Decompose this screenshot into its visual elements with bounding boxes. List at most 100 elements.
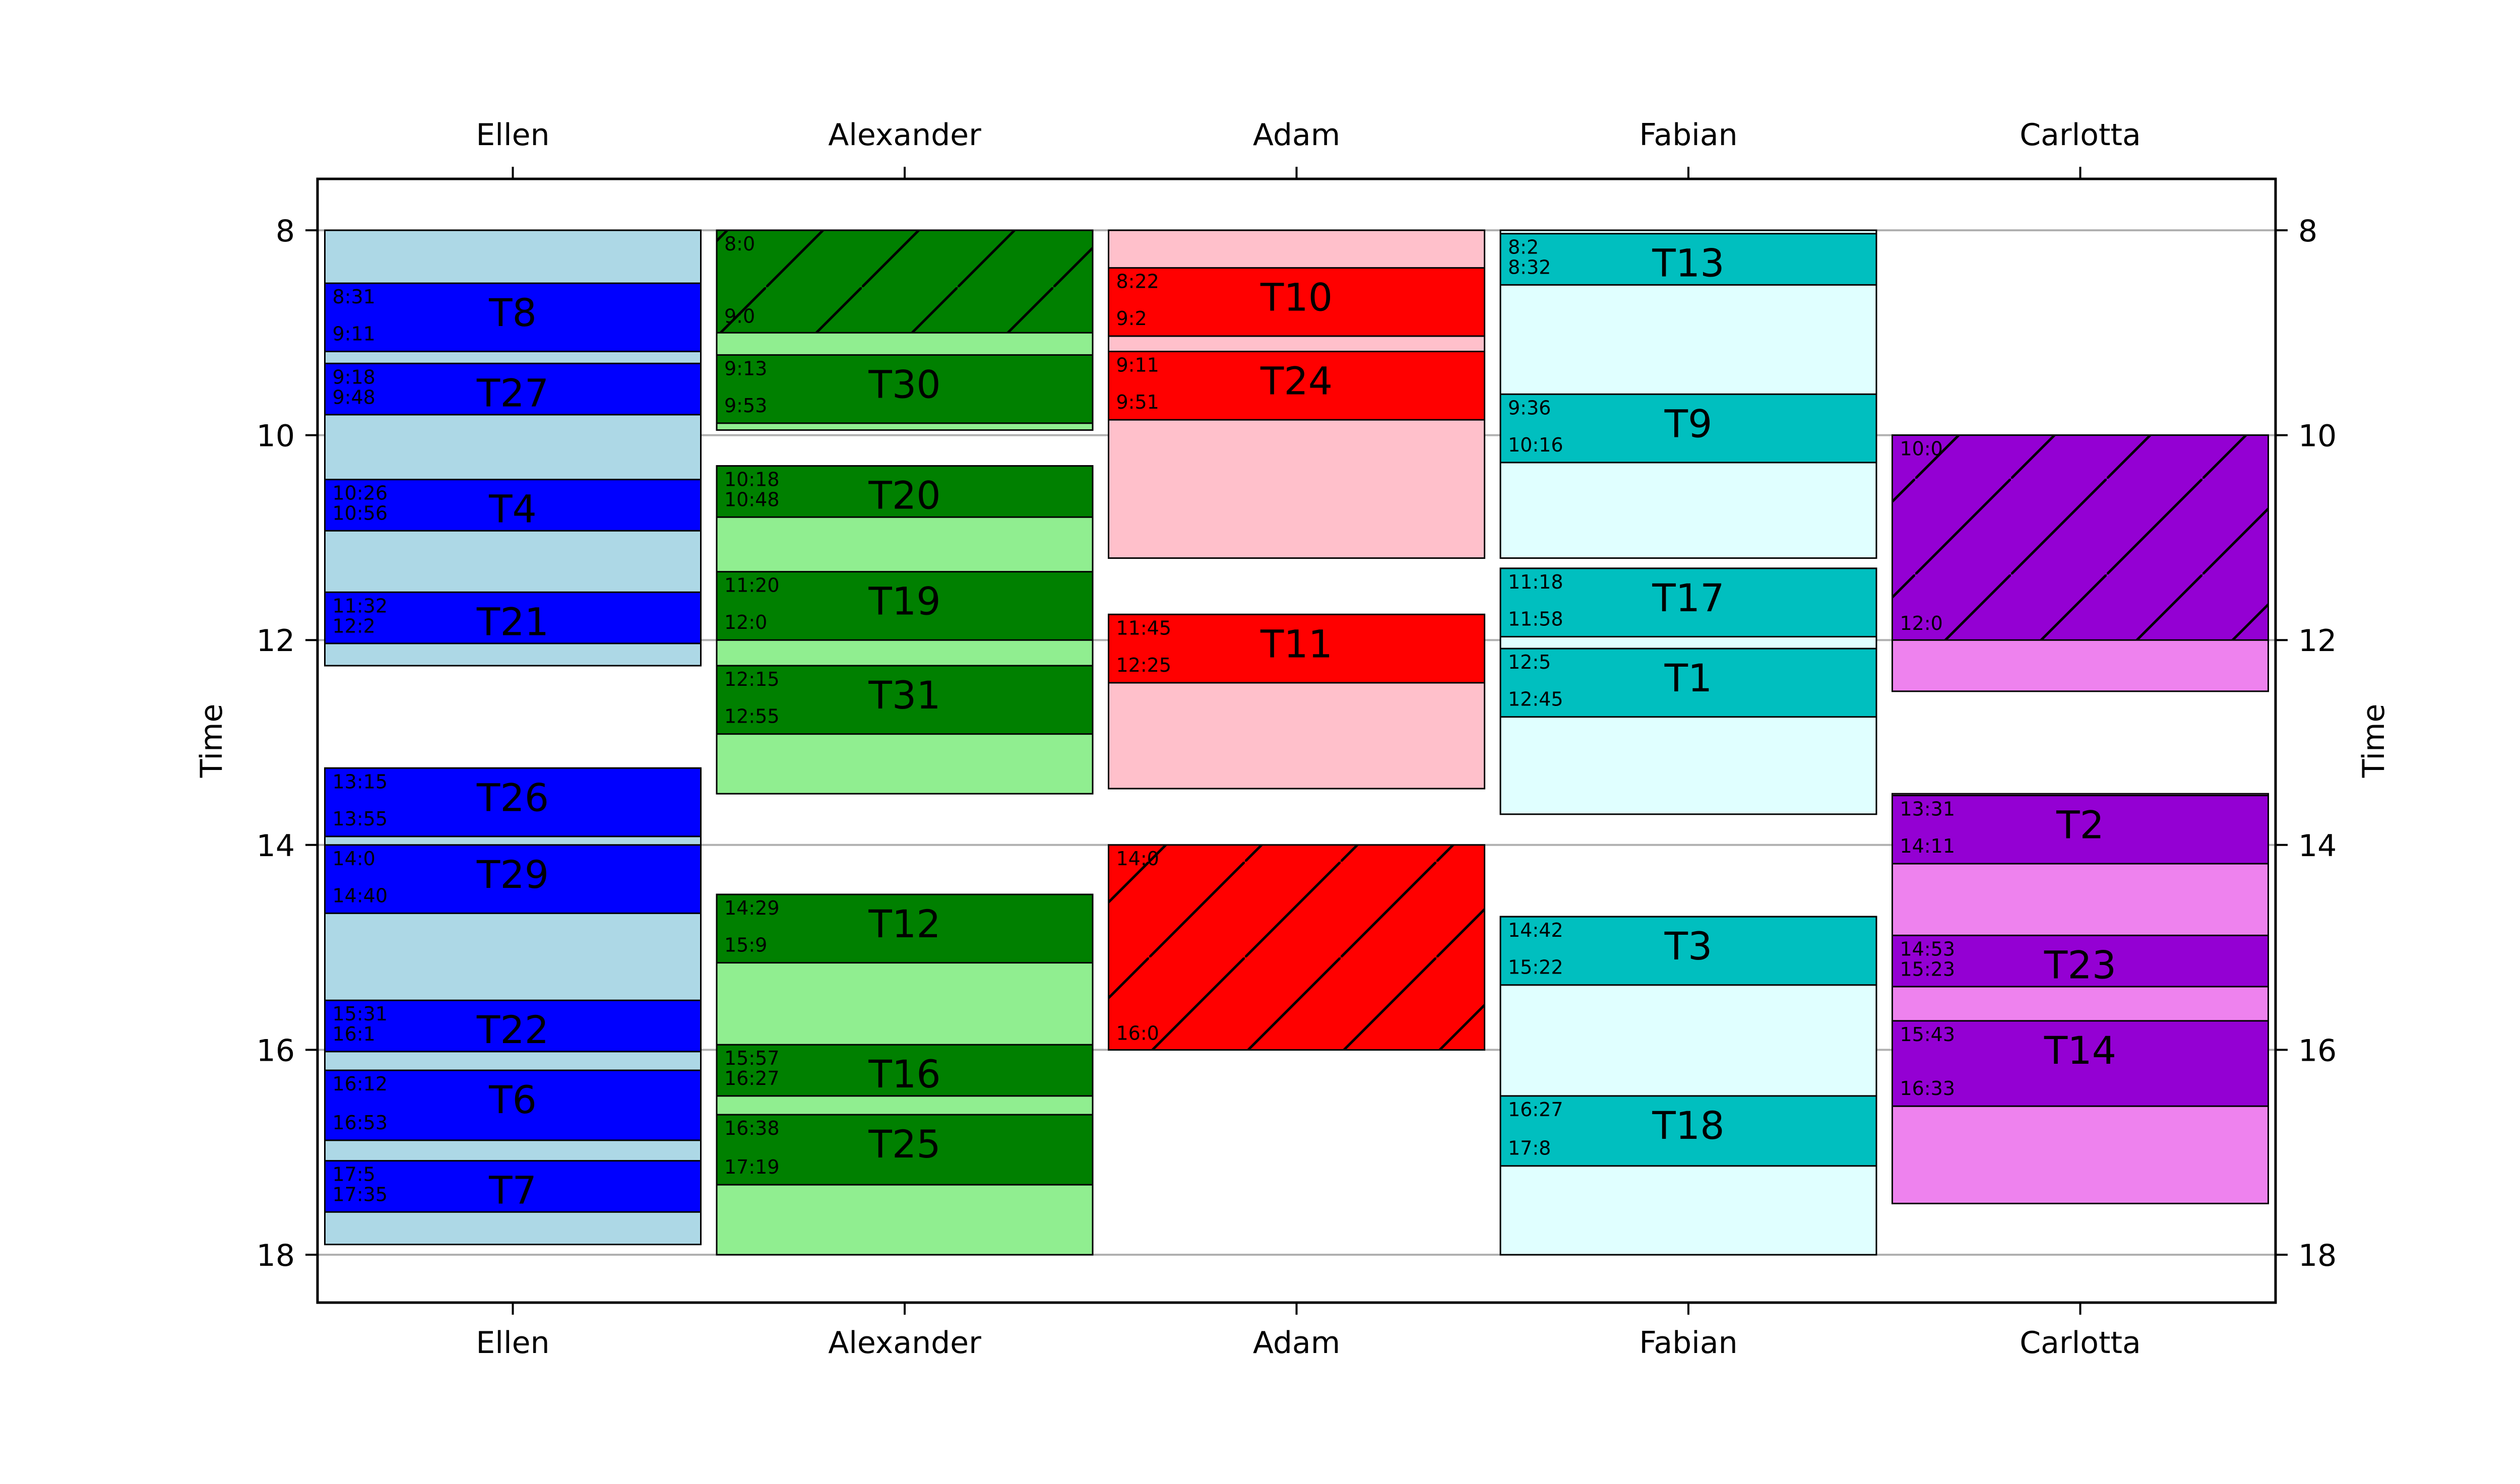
task-start-time: 10:26 <box>333 482 388 504</box>
task-start-time: 14:42 <box>1508 919 1563 941</box>
task-end-time: 12:45 <box>1508 688 1563 711</box>
task-start-time: 11:32 <box>333 595 388 617</box>
task-start-time: 15:57 <box>724 1047 780 1069</box>
task-bar <box>1108 267 1485 337</box>
task-end-time: 11:58 <box>1508 608 1563 630</box>
task-label: T7 <box>488 1168 537 1213</box>
y-tick-label-right: 14 <box>2298 828 2337 864</box>
task-bar <box>324 1160 702 1213</box>
task-bar <box>1108 613 1485 684</box>
task-start-time: 16:38 <box>724 1117 780 1139</box>
category-label-bottom: Alexander <box>828 1325 981 1361</box>
task-bar <box>324 479 702 532</box>
task-label: T25 <box>868 1122 940 1167</box>
task-label: T9 <box>1664 401 1713 446</box>
y-tick-label-left: 14 <box>257 828 295 864</box>
task-label: T4 <box>488 487 537 532</box>
task-start-time: 10:18 <box>724 469 780 491</box>
task-end-time: 10:48 <box>724 489 780 511</box>
task-start-time: 13:31 <box>1900 798 1956 820</box>
task-end-time: 16:27 <box>724 1067 780 1089</box>
blocked-hatch <box>1108 845 1485 1050</box>
task-start-time: 8:2 <box>1508 236 1539 259</box>
task-label: T29 <box>476 852 549 897</box>
task-bar <box>1892 795 2269 865</box>
task-label: T11 <box>1260 621 1333 666</box>
task-end-time: 10:56 <box>333 502 388 525</box>
task-start-time: 8:22 <box>1116 271 1159 293</box>
task-label: T24 <box>1260 359 1333 404</box>
task-start-time: 14:0 <box>333 848 375 870</box>
blocked-start-time: 10:0 <box>1900 438 1943 460</box>
task-label: T16 <box>868 1052 940 1096</box>
axis-ticks: 8 8 10 10 12 12 14 14 16 16 18 18 Ellen Ellen Alexande… <box>257 117 2337 1361</box>
y-axis-label-left: Time <box>194 704 229 779</box>
task-start-time: 15:31 <box>333 1003 388 1025</box>
task-end-time: 10:16 <box>1508 434 1563 456</box>
task-label: T17 <box>1652 575 1724 620</box>
blocked-end-time: 16:0 <box>1116 1022 1159 1044</box>
y-axis-label-right: Time <box>2356 704 2391 779</box>
task-start-time: 14:29 <box>724 897 780 919</box>
y-tick-label-right: 10 <box>2298 419 2337 454</box>
blocked-hatch <box>1892 435 2269 640</box>
task-bar <box>716 465 1094 518</box>
task-end-time: 9:48 <box>333 386 375 408</box>
task-label: T18 <box>1652 1103 1724 1148</box>
task-end-time: 12:2 <box>333 615 375 637</box>
task-start-time: 9:18 <box>333 366 375 388</box>
task-end-time: 9:51 <box>1116 391 1159 413</box>
task-start-time: 17:5 <box>333 1164 375 1186</box>
task-start-time: 16:12 <box>333 1073 388 1095</box>
task-end-time: 17:19 <box>724 1156 780 1178</box>
y-tick-label-right: 18 <box>2298 1238 2337 1273</box>
y-tick-label-right: 12 <box>2298 623 2337 659</box>
category-label-bottom: Ellen <box>476 1325 549 1361</box>
task-label: T19 <box>868 579 940 624</box>
task-label: T26 <box>476 775 549 820</box>
y-tick-label-left: 10 <box>257 419 295 454</box>
task-start-time: 14:53 <box>1900 938 1956 960</box>
category-label-bottom: Fabian <box>1639 1325 1737 1361</box>
blocked-end-time: 9:0 <box>724 305 755 327</box>
task-bar <box>1499 233 1877 286</box>
task-start-time: 12:15 <box>724 668 780 690</box>
blocked-hatch <box>717 230 1093 333</box>
task-label: T1 <box>1664 656 1713 700</box>
category-label-bottom: Carlotta <box>2020 1325 2141 1361</box>
task-start-time: 9:13 <box>724 357 767 379</box>
task-bar <box>1499 393 1877 464</box>
task-label: T2 <box>2056 803 2104 848</box>
task-bar <box>324 282 702 353</box>
task-start-time: 11:18 <box>1508 571 1563 593</box>
task-bar <box>716 1044 1094 1097</box>
task-bar <box>1499 1095 1877 1167</box>
task-bar <box>324 999 702 1053</box>
task-bar <box>1892 934 2269 988</box>
category-label-top: Fabian <box>1639 117 1737 153</box>
task-bar <box>1108 351 1485 421</box>
task-start-time: 8:31 <box>333 286 375 308</box>
y-tick-label-left: 8 <box>276 214 295 249</box>
task-start-time: 12:5 <box>1508 651 1551 673</box>
task-end-time: 14:40 <box>333 884 388 907</box>
y-tick-label-left: 18 <box>257 1238 295 1273</box>
task-end-time: 17:35 <box>333 1184 388 1206</box>
task-end-time: 16:53 <box>333 1112 388 1134</box>
y-tick-label-left: 12 <box>257 623 295 659</box>
task-end-time: 16:1 <box>333 1023 375 1045</box>
task-bar <box>716 665 1094 735</box>
task-bar <box>1499 916 1877 986</box>
task-bar <box>1499 567 1877 637</box>
task-label: T21 <box>476 599 549 644</box>
category-label-top: Ellen <box>476 117 549 153</box>
task-bar <box>324 767 702 837</box>
task-label: T14 <box>2044 1028 2116 1073</box>
task-end-time: 9:53 <box>724 395 767 417</box>
task-end-time: 15:9 <box>724 934 767 956</box>
blocked-end-time: 12:0 <box>1900 612 1943 634</box>
task-end-time: 17:8 <box>1508 1137 1551 1159</box>
task-end-time: 15:22 <box>1508 956 1563 979</box>
